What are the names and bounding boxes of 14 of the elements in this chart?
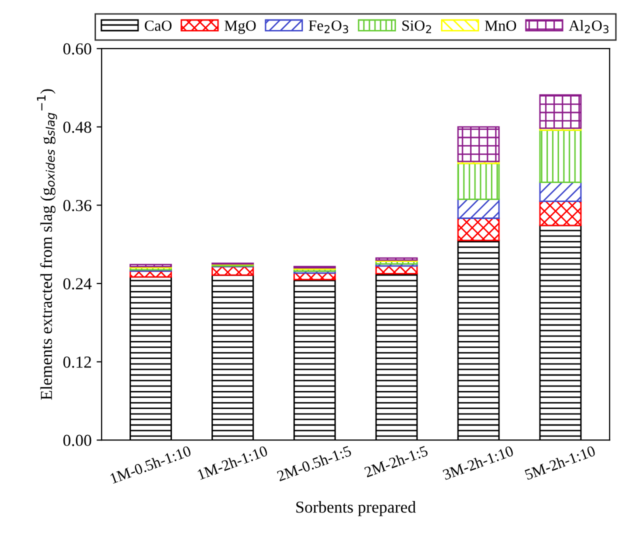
y-tick-label: 0.48 [63, 122, 92, 133]
legend-label: MgO [224, 20, 256, 34]
legend-label: CaO [144, 20, 172, 31]
legend-label: SiO$_{2}$ [402, 20, 432, 34]
legend-label: MnO [484, 20, 516, 31]
legend-label: Fe$_{2}$O$_{3}$ [308, 20, 348, 34]
legend-label: Al$_{2}$O$_{3}$ [568, 20, 608, 34]
y-tick-label: 0.36 [63, 200, 92, 212]
y-tick-label: 0.00 [63, 434, 92, 446]
y-tick-label: 0.24 [63, 278, 92, 290]
y-axis-title: Elements extracted from slag (g$_{oxides}$ g$_{slag}$$^{−1}$) [36, 89, 58, 400]
y-tick-label: 0.60 [63, 43, 92, 55]
x-axis-title: Sorbents prepared [296, 501, 416, 516]
y-tick-label: 0.12 [63, 356, 91, 368]
